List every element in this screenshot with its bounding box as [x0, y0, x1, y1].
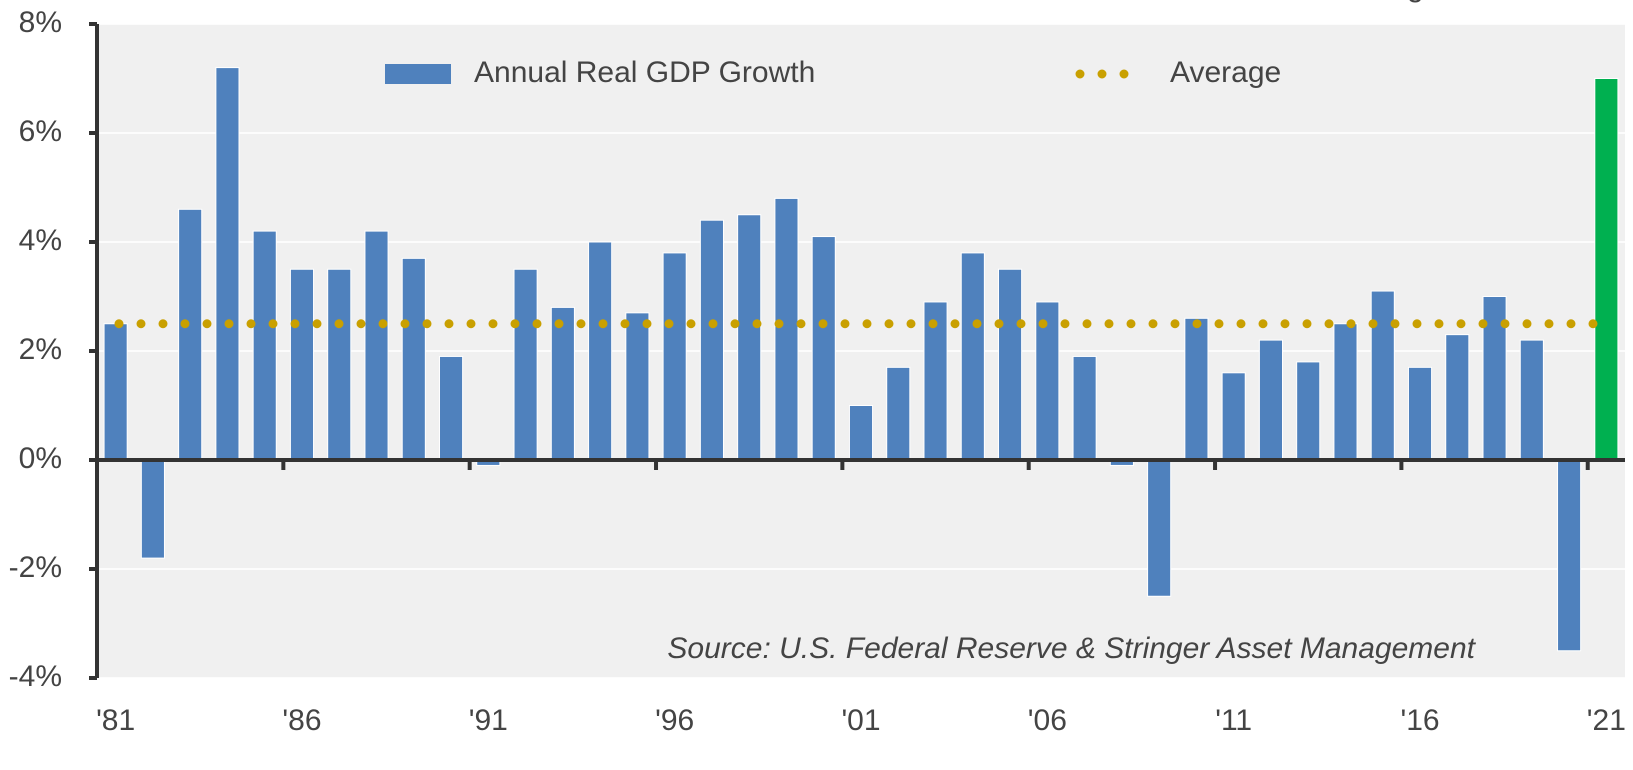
- x-tick-label: '11: [1215, 704, 1252, 737]
- bar: [811, 236, 836, 461]
- bar: [960, 252, 985, 461]
- bar: [1594, 78, 1619, 461]
- bar: [737, 214, 762, 461]
- bar: [513, 268, 538, 461]
- legend-swatch: [385, 64, 451, 84]
- bar: [1147, 459, 1172, 597]
- bar: [140, 459, 165, 559]
- bar: [848, 405, 874, 461]
- bar: [550, 306, 575, 461]
- y-tick-label: 6%: [19, 115, 62, 148]
- bar: [252, 230, 277, 461]
- bar: [1333, 323, 1358, 461]
- x-tick-label: '96: [655, 704, 694, 737]
- bar: [1221, 372, 1246, 461]
- bar: [662, 252, 687, 461]
- bar: [1258, 339, 1284, 461]
- y-tick-label: 0%: [19, 442, 62, 475]
- legend-label: Average: [1170, 56, 1281, 89]
- bar: [1370, 290, 1395, 461]
- bar: [401, 257, 426, 461]
- bar: [699, 219, 724, 461]
- bar: [1445, 334, 1470, 461]
- source-note: Source: U.S. Federal Reserve & Stringer …: [667, 632, 1476, 665]
- bar: [774, 197, 799, 461]
- x-tick-label: '01: [841, 704, 880, 737]
- bar: [178, 208, 203, 461]
- bar: [327, 268, 352, 461]
- bar: [886, 366, 911, 461]
- bar: [1407, 366, 1433, 461]
- bar: [438, 355, 464, 461]
- bar: [1184, 317, 1209, 461]
- y-tick-label: 4%: [19, 224, 62, 257]
- bar: [289, 268, 315, 461]
- bar: [1557, 459, 1582, 652]
- y-tick-label: 8%: [19, 6, 62, 39]
- annotation: Stringer Estimate:: [1345, 0, 1583, 3]
- bar: [1072, 355, 1097, 461]
- bar: [588, 241, 613, 461]
- y-tick-label: 2%: [19, 333, 62, 366]
- bar: [103, 323, 128, 461]
- bar: [215, 67, 240, 461]
- y-tick-label: -2%: [9, 551, 62, 584]
- x-tick-label: '91: [469, 704, 508, 737]
- bar: [364, 230, 389, 461]
- y-tick-label: -4%: [9, 660, 62, 693]
- bar: [625, 312, 650, 461]
- x-tick-label: '81: [96, 704, 135, 737]
- x-tick-label: '86: [282, 704, 321, 737]
- bar: [1296, 361, 1321, 461]
- bar: [998, 268, 1023, 461]
- x-tick-label: '21: [1587, 704, 1626, 737]
- bar: [1519, 339, 1544, 461]
- legend-label: Annual Real GDP Growth: [474, 56, 815, 89]
- x-tick-label: '16: [1400, 704, 1439, 737]
- x-tick-label: '06: [1028, 704, 1067, 737]
